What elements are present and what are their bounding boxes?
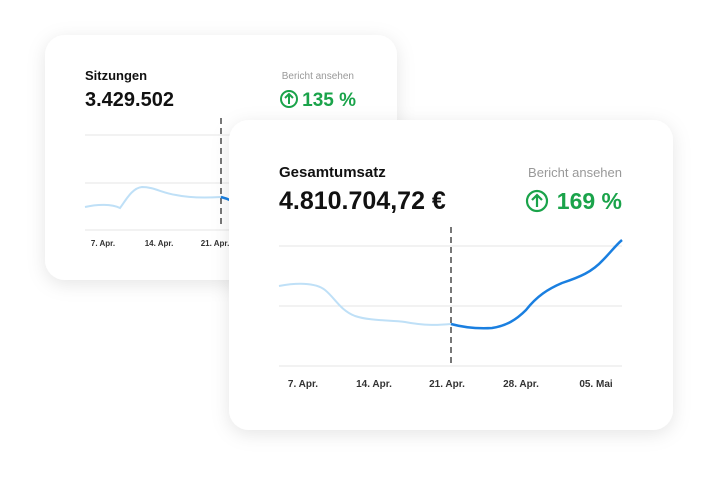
card-background — [229, 120, 673, 430]
card-title: Gesamtumsatz — [279, 164, 386, 181]
card-value: 4.810.704,72 € — [279, 187, 446, 215]
trend-icon — [525, 189, 549, 213]
x-tick-label: 28. Apr. — [503, 379, 539, 390]
x-tick-label: 21. Apr. — [429, 379, 465, 390]
line-previous — [278, 282, 452, 326]
x-tick-label: 05. Mai — [579, 379, 613, 390]
line-current — [450, 239, 623, 330]
x-axis-labels: 7. Apr. 14. Apr. 21. Apr. — [91, 239, 229, 248]
x-tick-label: 14. Apr. — [145, 239, 174, 248]
line-previous — [84, 185, 222, 210]
x-tick-label: 21. Apr. — [201, 239, 230, 248]
card-value: 3.429.502 — [85, 89, 174, 111]
x-tick-label: 14. Apr. — [356, 379, 392, 390]
x-tick-label: 7. Apr. — [91, 239, 115, 248]
card-revenue: Gesamtumsatz 4.810.704,72 € Bericht anse… — [229, 120, 673, 430]
report-link[interactable]: Bericht ansehen — [528, 165, 622, 180]
change-percent: 135 % — [302, 90, 356, 111]
x-tick-label: 7. Apr. — [288, 379, 318, 390]
report-link[interactable]: Bericht ansehen — [282, 71, 354, 82]
trend-icon — [280, 90, 298, 108]
x-axis-labels: 7. Apr. 14. Apr. 21. Apr. 28. Apr. 05. Mai — [288, 379, 613, 390]
card-title: Sitzungen — [85, 68, 147, 83]
change-percent: 169 % — [557, 188, 622, 214]
